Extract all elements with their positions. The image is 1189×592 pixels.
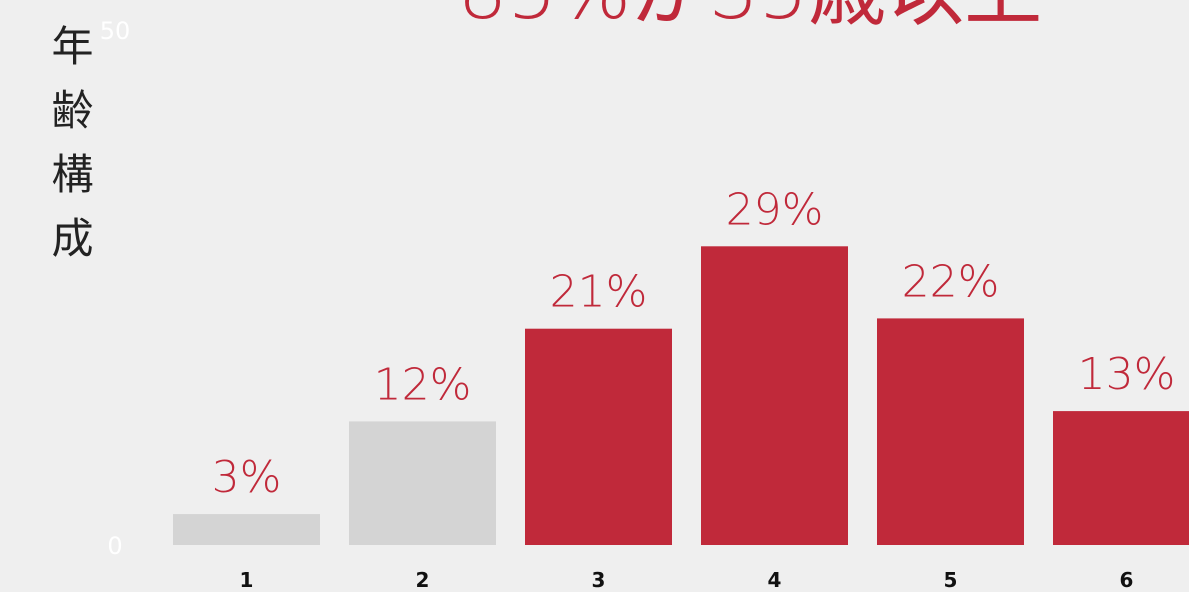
bar <box>349 421 496 545</box>
bar <box>1053 411 1189 545</box>
data-label: 29% <box>726 184 824 235</box>
data-label: 22% <box>902 256 1000 307</box>
data-label: 13% <box>1078 349 1176 400</box>
data-label: 3% <box>212 452 282 503</box>
x-tick-label: 1 <box>240 568 254 592</box>
bar <box>877 318 1024 545</box>
y-axis-label: 年齢構成 <box>45 24 94 280</box>
x-tick-label: 2 <box>416 568 430 592</box>
chart-title: 85%が35歳以上 <box>458 0 1043 37</box>
x-tick-label: 3 <box>592 568 606 592</box>
x-tick-label: 4 <box>768 568 782 592</box>
x-tick-label: 5 <box>944 568 958 592</box>
x-tick-label: 6 <box>1120 568 1134 592</box>
bar <box>525 328 672 545</box>
data-label: 21% <box>550 267 648 318</box>
y-tick-label: 0 <box>107 532 122 560</box>
data-label: 12% <box>374 359 472 410</box>
y-tick-label: 50 <box>100 17 131 45</box>
bar <box>173 514 320 545</box>
bar <box>701 246 848 546</box>
